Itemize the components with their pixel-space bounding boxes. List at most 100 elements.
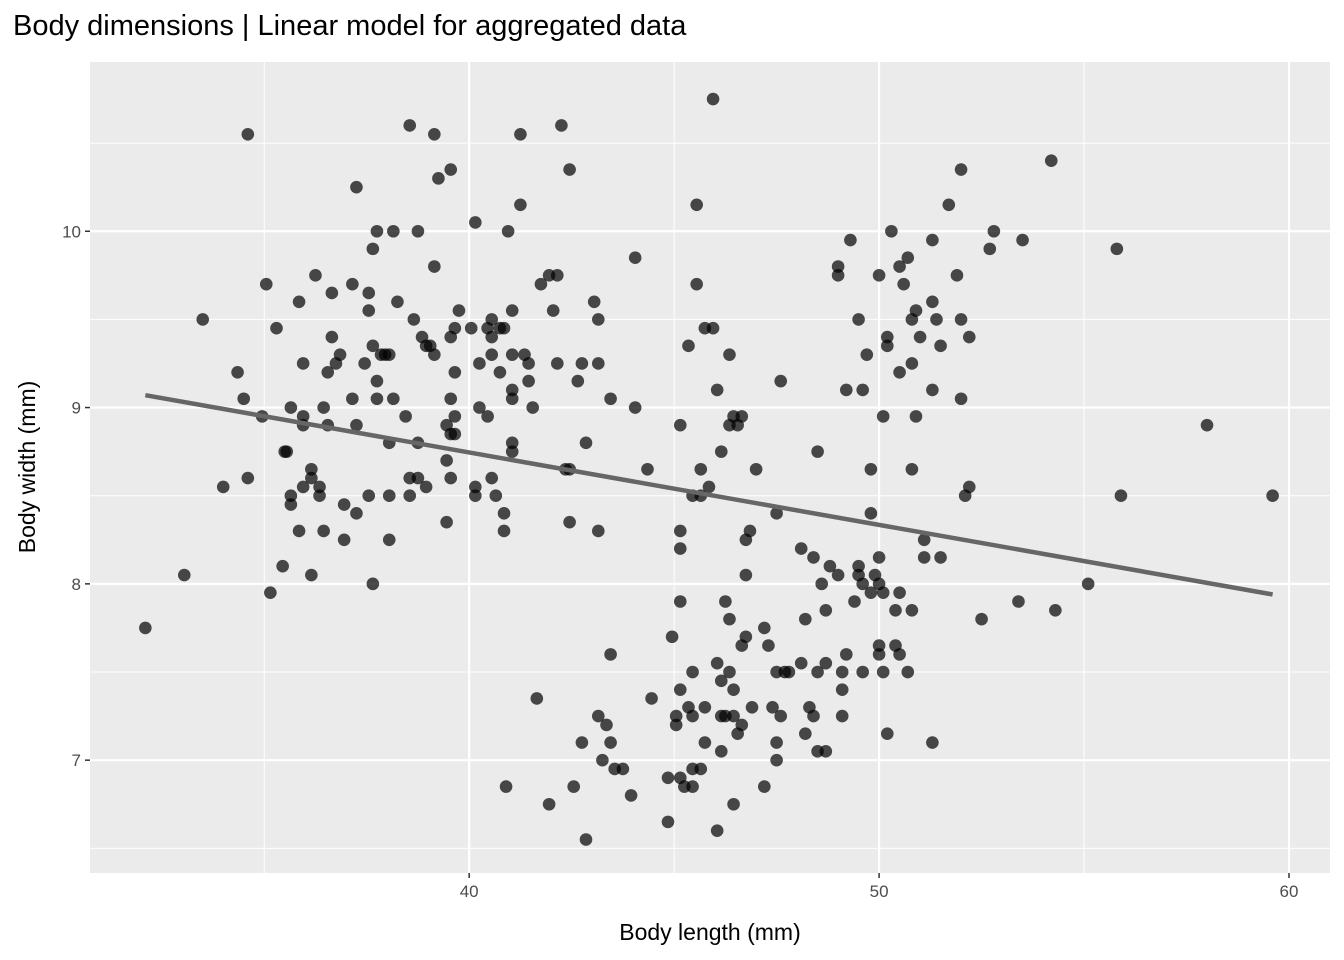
data-point bbox=[604, 736, 617, 749]
data-point bbox=[317, 524, 330, 538]
data-point bbox=[893, 586, 906, 599]
data-point bbox=[926, 233, 939, 247]
data-point bbox=[909, 410, 923, 423]
data-point bbox=[702, 480, 716, 494]
data-point bbox=[270, 321, 283, 335]
data-point bbox=[743, 524, 757, 538]
data-point bbox=[407, 313, 421, 326]
data-point bbox=[366, 339, 380, 353]
data-point bbox=[579, 833, 593, 846]
data-point bbox=[885, 224, 898, 238]
data-point bbox=[448, 365, 462, 379]
data-point bbox=[196, 313, 210, 326]
data-point bbox=[1110, 242, 1124, 256]
data-point bbox=[411, 224, 425, 238]
data-point bbox=[555, 119, 568, 132]
data-point bbox=[774, 709, 788, 723]
data-point bbox=[505, 445, 519, 458]
data-point bbox=[714, 745, 728, 758]
data-point bbox=[276, 559, 289, 573]
data-point bbox=[661, 771, 675, 785]
data-point bbox=[444, 392, 458, 406]
data-point bbox=[839, 383, 853, 397]
data-point bbox=[542, 797, 556, 811]
data-point bbox=[428, 260, 441, 273]
data-point bbox=[913, 330, 927, 344]
data-point bbox=[362, 286, 376, 300]
y-tick-label: 10 bbox=[62, 222, 81, 241]
data-point bbox=[526, 401, 540, 414]
data-point bbox=[962, 480, 976, 494]
data-point bbox=[292, 295, 306, 309]
data-point bbox=[444, 163, 458, 176]
data-point bbox=[485, 330, 499, 344]
data-point bbox=[591, 313, 605, 326]
data-point bbox=[493, 365, 507, 379]
data-point bbox=[370, 374, 384, 388]
data-point bbox=[624, 789, 638, 802]
data-point bbox=[880, 727, 894, 741]
data-point bbox=[926, 736, 939, 749]
data-point bbox=[942, 198, 956, 212]
y-tick-label: 8 bbox=[72, 575, 81, 594]
data-point bbox=[284, 498, 298, 511]
data-point bbox=[673, 524, 687, 538]
data-point bbox=[485, 471, 499, 485]
data-point bbox=[489, 489, 503, 503]
data-point bbox=[259, 277, 273, 291]
data-point bbox=[337, 498, 351, 511]
data-point bbox=[305, 462, 318, 476]
data-point bbox=[698, 700, 712, 714]
data-point bbox=[872, 648, 886, 661]
data-point bbox=[864, 507, 878, 520]
data-point bbox=[305, 471, 318, 485]
data-point bbox=[237, 392, 251, 406]
data-point bbox=[905, 462, 919, 476]
data-point bbox=[296, 357, 310, 370]
data-point bbox=[856, 577, 869, 591]
data-point bbox=[673, 683, 687, 696]
data-point bbox=[897, 277, 910, 291]
data-point bbox=[596, 753, 609, 767]
data-point bbox=[905, 357, 919, 370]
data-point bbox=[600, 718, 613, 732]
data-point bbox=[628, 401, 642, 414]
data-point bbox=[852, 313, 865, 326]
data-point bbox=[505, 304, 519, 317]
data-point bbox=[794, 542, 808, 555]
regression-line bbox=[144, 392, 1274, 597]
data-point bbox=[686, 665, 699, 679]
data-point bbox=[706, 92, 720, 106]
data-point bbox=[872, 639, 886, 652]
data-point bbox=[710, 824, 724, 837]
data-point bbox=[448, 321, 462, 335]
data-point bbox=[579, 436, 593, 450]
data-point bbox=[665, 630, 679, 644]
data-point bbox=[950, 269, 964, 282]
data-point bbox=[591, 357, 605, 370]
data-point bbox=[811, 665, 824, 679]
data-point bbox=[673, 595, 687, 608]
gridlines bbox=[90, 62, 1330, 873]
data-point bbox=[645, 692, 658, 705]
data-point bbox=[387, 224, 400, 238]
data-point bbox=[758, 621, 771, 635]
data-point bbox=[831, 260, 845, 273]
data-point bbox=[296, 480, 310, 494]
data-point bbox=[727, 797, 740, 811]
data-point bbox=[706, 321, 720, 335]
data-point bbox=[501, 224, 515, 238]
data-point bbox=[686, 709, 699, 723]
data-point bbox=[522, 374, 535, 388]
data-point bbox=[835, 709, 849, 723]
data-point bbox=[954, 163, 968, 176]
data-point bbox=[591, 709, 605, 723]
data-point bbox=[1266, 489, 1279, 503]
data-point bbox=[799, 612, 812, 626]
data-point bbox=[823, 559, 837, 573]
data-point bbox=[350, 507, 363, 520]
data-point bbox=[362, 489, 376, 503]
data-point bbox=[370, 392, 384, 406]
data-point bbox=[452, 304, 466, 317]
